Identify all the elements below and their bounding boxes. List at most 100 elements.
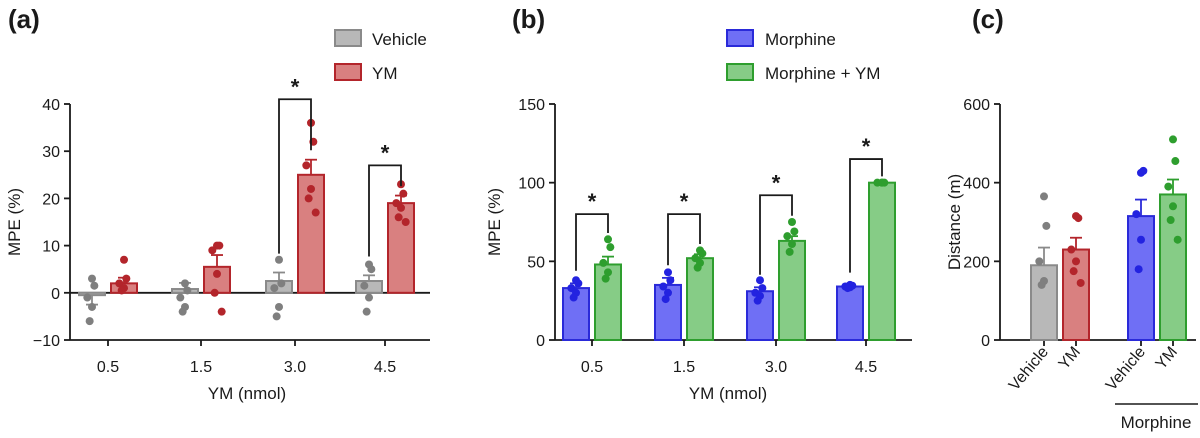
panel-a-label: (a) bbox=[8, 4, 40, 34]
panel-b-y-tick-label: 50 bbox=[527, 254, 545, 271]
panel-a-x-tick-label: 3.0 bbox=[284, 359, 306, 376]
panel-a-vehicle-data-point bbox=[176, 293, 185, 302]
panel-a-ym-data-point bbox=[213, 269, 221, 278]
panel-c-1-data-point bbox=[1067, 245, 1076, 254]
panel-b-morphine-ym-data-point bbox=[785, 247, 794, 256]
panel-a-vehicle-data-point bbox=[360, 281, 369, 290]
panel-b-morphine-data-point bbox=[569, 293, 578, 302]
panel-a-vehicle-data-point bbox=[270, 284, 279, 293]
panel-c-3-data-point bbox=[1173, 235, 1182, 244]
panel-c-y-tick-label: 0 bbox=[981, 333, 990, 350]
panel-b-morphine-data-point bbox=[659, 282, 668, 291]
panel-a-ym-data-point bbox=[394, 213, 403, 222]
panel-c-x-tick-label: Vehicle bbox=[1006, 344, 1052, 395]
panel-b-morphine-ym-data-point bbox=[604, 235, 612, 244]
panel-a-vehicle-data-point bbox=[88, 274, 96, 283]
panel-c-ylabel: Distance (m) bbox=[945, 174, 964, 270]
panel-b-morphine-ym-data-point bbox=[788, 240, 796, 249]
panel-a-x-tick-label: 0.5 bbox=[97, 359, 119, 376]
panel-a-ylabel: MPE (%) bbox=[5, 188, 24, 256]
panel-b-morphine-ym-data-point bbox=[698, 249, 707, 258]
panel-c-3-data-point bbox=[1171, 157, 1180, 166]
panel-c-x-tick-label: YM bbox=[1056, 344, 1084, 373]
panel-c-0-data-point bbox=[1042, 221, 1051, 230]
panel-a-ym-data-point bbox=[217, 307, 226, 316]
panel-a-ym-data-point bbox=[215, 241, 224, 250]
panel-a-ym-data-point bbox=[399, 189, 408, 198]
panel-b-sig-bracket bbox=[667, 213, 701, 266]
panel-b-morphine-ym-data-point bbox=[790, 227, 799, 236]
panel-a-ym-bar bbox=[297, 173, 325, 294]
panel-a-sig-bracket bbox=[368, 164, 402, 257]
panel-c-0-data-point bbox=[1040, 192, 1048, 201]
panel-c-2-data-point bbox=[1139, 166, 1148, 175]
panel-c-2-data-point bbox=[1134, 265, 1143, 274]
panel-b-x-tick-label: 4.5 bbox=[855, 359, 877, 376]
panel-b-sig-star: * bbox=[772, 170, 781, 195]
panel-c-y-tick-label: 400 bbox=[963, 176, 990, 193]
panel-c-1-data-point bbox=[1072, 257, 1080, 266]
panel-b-sig-bracket bbox=[575, 213, 609, 271]
panel-c-y-tick-label: 200 bbox=[963, 254, 990, 271]
panel-b-morphine-data-point bbox=[661, 295, 670, 304]
panel-b-x-tick-label: 1.5 bbox=[673, 359, 695, 376]
panel-c-0-bar bbox=[1030, 264, 1058, 341]
panel-a-vehicle-data-point bbox=[365, 293, 373, 302]
morphine-group-label: Morphine bbox=[1121, 413, 1192, 432]
panel-c-y-tick-label: 600 bbox=[963, 97, 990, 114]
panel-b-sig-star: * bbox=[862, 134, 871, 159]
panel-a-ym-data-point bbox=[120, 255, 128, 264]
panel-a-sig-star: * bbox=[291, 74, 300, 99]
panel-a-y-tick-label: 30 bbox=[42, 144, 60, 161]
panel-a-vehicle-data-point bbox=[367, 265, 376, 274]
panel-b-morphine-data-point bbox=[753, 296, 762, 305]
panel-b-morphine-ym-data-point bbox=[606, 243, 615, 252]
panel-a-vehicle-bar bbox=[78, 291, 106, 297]
legend-label-morphine-ym: Morphine + YM bbox=[765, 64, 880, 83]
panel-b-morphine-ym-data-point bbox=[788, 218, 796, 226]
panel-a-ym-data-point bbox=[401, 218, 410, 226]
panel-a-vehicle-data-point bbox=[83, 293, 92, 302]
panel-c-1-data-point bbox=[1074, 214, 1083, 223]
panel-a-vehicle-data-point bbox=[362, 307, 371, 316]
panel-b-sig-star: * bbox=[588, 189, 597, 214]
panel-a-ym-data-point bbox=[208, 246, 217, 255]
panel-b-morphine-data-point bbox=[756, 276, 764, 285]
legend-label-morphine: Morphine bbox=[765, 30, 836, 49]
panel-a-ym-data-point bbox=[397, 203, 405, 212]
panel-a-ym-data-point bbox=[304, 194, 313, 203]
panel-a-vehicle-data-point bbox=[272, 312, 281, 321]
panel-b-sig-star: * bbox=[680, 189, 689, 214]
panel-a-y-tick-label: 10 bbox=[42, 239, 60, 256]
legend-swatch-ym bbox=[334, 63, 362, 81]
panel-b-label: (b) bbox=[512, 4, 545, 34]
panel-b-y-tick-label: 100 bbox=[518, 176, 545, 193]
panel-a-ym-data-point bbox=[307, 184, 315, 193]
panel-a-vehicle-data-point bbox=[275, 302, 283, 311]
panel-b-morphine-data-point bbox=[843, 284, 852, 293]
panel-a-vehicle-data-point bbox=[275, 255, 283, 264]
panel-b-morphine-bar bbox=[836, 285, 864, 341]
legend-label-vehicle: Vehicle bbox=[372, 30, 427, 49]
panel-b-morphine-ym-data-point bbox=[783, 232, 792, 241]
panel-b-morphine-data-point bbox=[758, 284, 767, 293]
panel-c-3-data-point bbox=[1166, 216, 1175, 225]
panel-c-2-data-point bbox=[1137, 235, 1145, 244]
panel-c-3-data-point bbox=[1164, 182, 1173, 191]
panel-b-sig-bracket bbox=[759, 194, 793, 275]
panel-b-morphine-data-point bbox=[666, 276, 675, 285]
panel-b-morphine-data-point bbox=[574, 279, 583, 288]
panel-a-vehicle-data-point bbox=[85, 317, 94, 326]
panel-b-morphine-data-point bbox=[664, 288, 672, 297]
panel-a-vehicle-data-point bbox=[277, 279, 286, 288]
panel-c-0-data-point bbox=[1035, 257, 1044, 266]
panel-a-marks: ** bbox=[78, 74, 415, 326]
panel-a-vehicle-data-point bbox=[90, 281, 99, 290]
panel-a-ym-data-point bbox=[210, 288, 219, 297]
panel-a-vehicle-data-point bbox=[183, 286, 192, 295]
panel-b-x-tick-label: 3.0 bbox=[765, 359, 787, 376]
legend-swatch-vehicle bbox=[334, 29, 362, 47]
panel-a-legend: Vehicle YM bbox=[334, 29, 427, 83]
panel-a-ym-data-point bbox=[311, 208, 320, 217]
